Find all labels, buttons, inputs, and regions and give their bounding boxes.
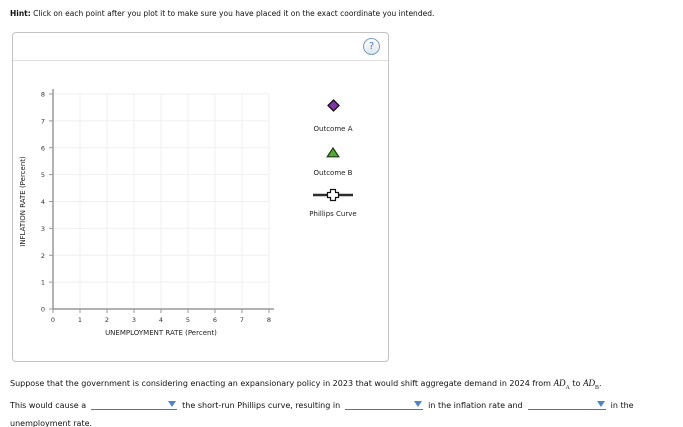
ad-a-symbol: ADA bbox=[553, 378, 570, 391]
diamond-icon bbox=[326, 99, 340, 112]
legend-label-outcome-a: Outcome A bbox=[313, 125, 353, 133]
chevron-down-icon bbox=[168, 400, 177, 407]
svg-text:1: 1 bbox=[41, 279, 45, 287]
cross-handle-icon bbox=[326, 188, 340, 202]
legend-label-phillips-curve: Phillips Curve bbox=[309, 210, 357, 218]
hint-label: Hint: bbox=[10, 9, 31, 18]
dropdown-unemployment-change[interactable] bbox=[527, 399, 606, 410]
svg-text:5: 5 bbox=[41, 171, 45, 179]
outcome-b-triangle-marker[interactable] bbox=[326, 147, 340, 158]
svg-text:5: 5 bbox=[186, 316, 190, 324]
hint-text: Hint: Click on each point after you plot… bbox=[10, 9, 435, 18]
svg-text:7: 7 bbox=[240, 316, 244, 324]
svg-text:2: 2 bbox=[41, 252, 45, 260]
chevron-down-icon bbox=[414, 400, 423, 407]
ad-b-symbol: ADB bbox=[582, 378, 599, 391]
question-line-3: unemployment rate. bbox=[10, 418, 93, 427]
question-line1-text: Suppose that the government is consideri… bbox=[10, 379, 554, 388]
triangle-icon bbox=[326, 147, 340, 158]
question-line-1: Suppose that the government is consideri… bbox=[10, 378, 602, 391]
svg-text:6: 6 bbox=[41, 144, 45, 152]
dropdown-inflation-change[interactable] bbox=[345, 399, 424, 410]
svg-text:INFLATION RATE (Percent): INFLATION RATE (Percent) bbox=[19, 156, 27, 247]
svg-text:4: 4 bbox=[159, 316, 163, 324]
graph-tool-panel: ? 0 1 2 3 4 5 6 7 8 0 1 2 3 4 5 6 7 8 UNEMPLOYMENT RATE (P… bbox=[12, 32, 389, 362]
chart-legend: Outcome A Outcome B Phillips Curve bbox=[297, 93, 369, 218]
legend-label-outcome-b: Outcome B bbox=[313, 169, 353, 177]
svg-text:7: 7 bbox=[41, 117, 45, 125]
svg-text:UNEMPLOYMENT RATE (Percent): UNEMPLOYMENT RATE (Percent) bbox=[105, 329, 217, 337]
question-text-block: Suppose that the government is consideri… bbox=[10, 374, 680, 427]
question-line-2: This would cause a the short-run Phillips… bbox=[10, 399, 634, 410]
svg-text:4: 4 bbox=[41, 198, 45, 206]
graph-tool-header: ? bbox=[13, 33, 388, 61]
help-icon[interactable]: ? bbox=[363, 38, 380, 55]
outcome-a-diamond-marker[interactable] bbox=[326, 99, 340, 112]
phillips-curve-line-marker[interactable] bbox=[313, 188, 353, 202]
svg-text:3: 3 bbox=[132, 316, 136, 324]
svg-text:0: 0 bbox=[51, 316, 55, 324]
svg-text:8: 8 bbox=[267, 316, 271, 324]
svg-text:0: 0 bbox=[41, 306, 45, 314]
dropdown-shift-direction[interactable] bbox=[91, 399, 178, 410]
svg-text:6: 6 bbox=[213, 316, 217, 324]
svg-text:3: 3 bbox=[41, 225, 45, 233]
phillips-curve-chart[interactable]: 0 1 2 3 4 5 6 7 8 0 1 2 3 4 5 6 7 8 UNEMPLOYMENT RATE (Per… bbox=[13, 61, 388, 362]
svg-text:8: 8 bbox=[41, 91, 45, 99]
svg-text:2: 2 bbox=[105, 316, 109, 324]
svg-text:1: 1 bbox=[78, 316, 82, 324]
chevron-down-icon bbox=[596, 400, 605, 407]
